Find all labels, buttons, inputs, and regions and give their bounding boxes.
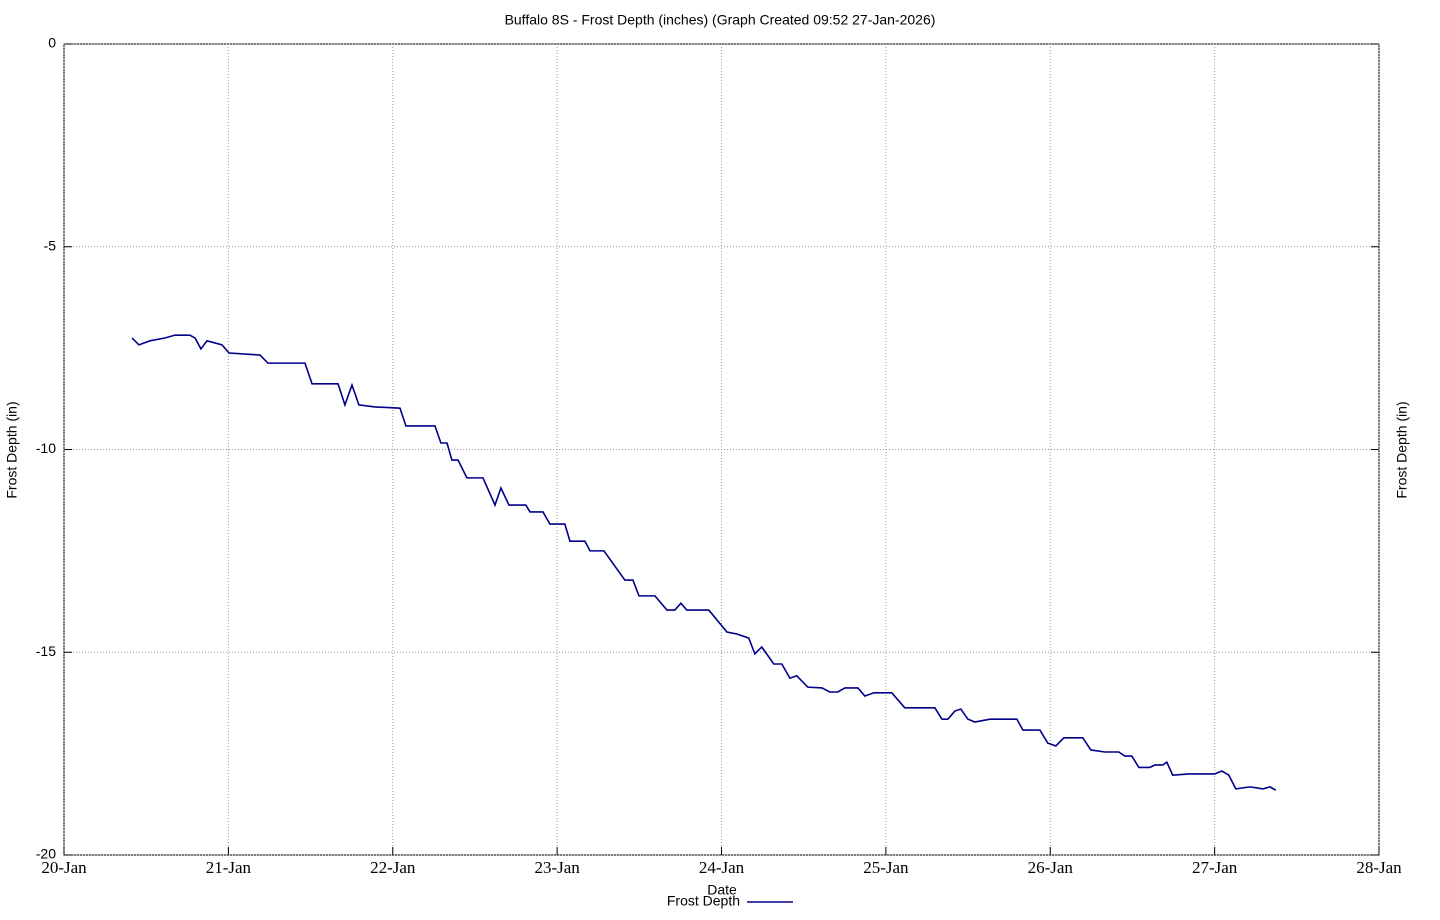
data-line (131, 334, 1277, 791)
y-tick-label: -10 (36, 440, 56, 456)
y-axis-label: Frost Depth (in) (4, 401, 20, 498)
x-axis-label: Date (707, 882, 737, 898)
y-tick-label: -20 (36, 846, 56, 862)
x-tick-label: 22-Jan (370, 858, 416, 877)
legend-label: Frost Depth (667, 893, 740, 909)
y-tick-label: 0 (48, 35, 56, 51)
x-tick-label: 24-Jan (699, 858, 745, 877)
x-tick-label: 20-Jan (41, 858, 87, 877)
x-tick-label: 25-Jan (863, 858, 909, 877)
y-tick-label: -5 (44, 237, 57, 253)
y2-axis-label: Frost Depth (in) (1394, 401, 1410, 498)
x-tick-label: 28-Jan (1356, 858, 1402, 877)
x-tick-label: 27-Jan (1192, 858, 1238, 877)
x-tick-label: 23-Jan (534, 858, 580, 877)
x-tick-label: 26-Jan (1028, 858, 1074, 877)
x-tick-label: 21-Jan (206, 858, 252, 877)
chart-title: Buffalo 8S - Frost Depth (inches) (Graph… (505, 12, 936, 28)
y-tick-label: -15 (36, 643, 56, 659)
